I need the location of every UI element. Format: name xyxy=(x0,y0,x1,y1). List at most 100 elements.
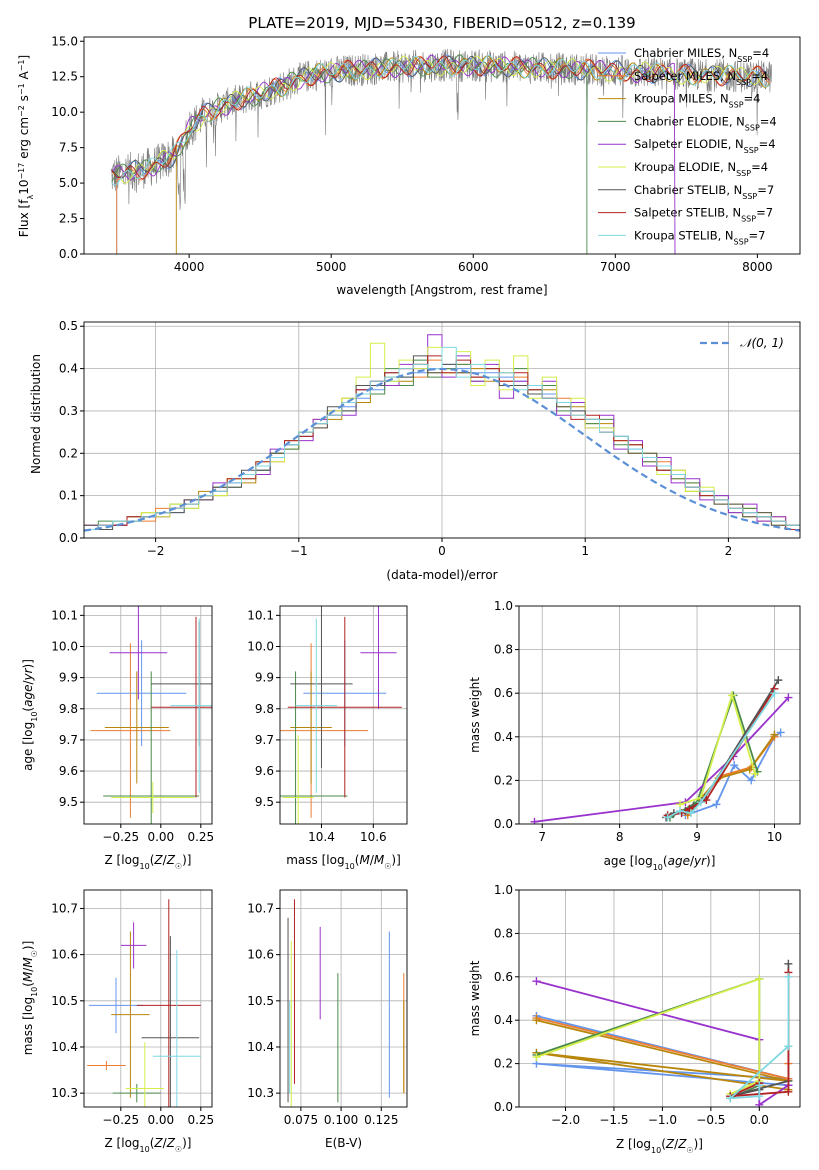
weight-marker xyxy=(784,959,793,968)
panel-xlabel-part: 10 xyxy=(653,863,663,872)
spectrum-ylabel-part: −2 xyxy=(17,105,26,117)
spectrum-ylabel-part: ] xyxy=(17,55,31,60)
weight-marker xyxy=(747,776,756,785)
axes-frame xyxy=(518,605,801,825)
panel-xlabel-part: ( xyxy=(150,1136,155,1150)
y-tick-label: 0.8 xyxy=(494,926,513,940)
y-tick-label: 10.1 xyxy=(247,608,274,622)
x-tick-label: 4000 xyxy=(174,260,205,274)
y-tick-label: 15.0 xyxy=(51,34,78,48)
y-tick-label: 10.5 xyxy=(247,994,274,1008)
error-bar-point xyxy=(287,616,402,798)
legend-entry-label-part: Salpeter ELODIE, N xyxy=(634,137,744,151)
panel-xlabel: age [log10(age/yr)] xyxy=(604,854,716,872)
legend-entry-label-part: Kroupa STELIB, N xyxy=(634,228,734,242)
axes-frame xyxy=(279,889,408,1108)
legend-entry-label-part: SSP xyxy=(744,146,759,155)
legend-entry-label-part: Chabrier ELODIE, N xyxy=(634,114,745,128)
weight-marker xyxy=(532,1053,541,1062)
spectrum-ylabel-part: −1 xyxy=(17,59,26,71)
panel-ylabel: age [log10(age/yr)] xyxy=(21,659,39,771)
weight-line-4 xyxy=(534,696,790,823)
weight-marker xyxy=(755,1100,764,1107)
panel-xlabel-part: age [log xyxy=(604,854,653,868)
panel-mass-vs-EBV: 0.075 0.100 0.125 10.3 10.4 10.5 10.6 10.7 E(B-V… xyxy=(247,889,408,1150)
legend-entry-label-part: Kroupa ELODIE, N xyxy=(634,160,736,174)
panel-xlabel-part: Z xyxy=(677,1137,687,1151)
panel-xlabel-part: )] xyxy=(694,1137,703,1151)
x-tick-label: 8 xyxy=(616,830,624,844)
x-tick-label: 1 xyxy=(581,544,589,558)
x-tick-label: 0 xyxy=(438,544,446,558)
weight-marker xyxy=(751,769,760,778)
weight-line-5 xyxy=(679,692,756,806)
gridlines xyxy=(519,606,800,824)
y-tick-label: 0.6 xyxy=(494,970,513,984)
x-tick-label: 0.100 xyxy=(324,1113,358,1127)
legend-entry-label-part: SSP xyxy=(741,214,756,223)
x-tick-label: 7000 xyxy=(600,260,631,274)
error-bar-point xyxy=(152,950,201,1107)
panel-xlabel-part: M xyxy=(374,853,385,867)
legend-entry-label-part: Chabrier STELIB, N xyxy=(634,183,742,197)
y-tick-label: 0.8 xyxy=(494,643,513,657)
plot-area-mass-vs-Z xyxy=(84,890,212,1107)
panel-ylabel-part: / xyxy=(21,680,35,685)
weight-marker xyxy=(712,800,721,809)
panel-age-vs-Z: −0.25 0.00 0.25 9.5 9.6 9.7 9.8 9.9 10.0 10.1 Z [l… xyxy=(21,605,214,871)
weight-marker xyxy=(755,974,764,983)
legend-entry-label: Salpeter ELODIE, NSSP=4 xyxy=(634,137,776,155)
plot-area-weight-vs-age xyxy=(519,606,800,824)
weight-marker xyxy=(686,809,695,818)
legend-entry-label-part: =4 xyxy=(744,92,761,106)
legend-entry-label-part: =4 xyxy=(751,160,768,174)
error-bar-point xyxy=(111,931,150,1098)
weight-line-0 xyxy=(685,731,782,817)
panel-xlabel-part: age xyxy=(668,854,690,868)
panel-xlabel-part: Z [log xyxy=(105,853,140,867)
y-tick-label: 10.7 xyxy=(247,901,274,915)
legend-entry-label-part: =4 xyxy=(751,69,768,83)
y-tick-label: 10.1 xyxy=(51,608,78,622)
panel-ylabel-part: yr xyxy=(21,667,35,681)
y-tick-label: 9.9 xyxy=(255,671,274,685)
weight-line-6 xyxy=(665,679,780,819)
panel-xlabel-part: ( xyxy=(150,853,155,867)
normal-legend-label: 𝒩(0, 1) xyxy=(740,336,784,350)
weight-marker xyxy=(784,972,793,981)
legend-entry-label-part: SSP xyxy=(736,169,751,178)
weight-marker xyxy=(702,796,711,805)
x-tick-label: −0.5 xyxy=(696,1113,725,1127)
legend-entry-label-part: SSP xyxy=(736,77,751,86)
panel-xlabel-part: ☉ xyxy=(175,1145,182,1154)
y-tick-label: 9.5 xyxy=(59,795,78,809)
error-bar-point xyxy=(282,735,314,824)
legend-entry-label-part: =7 xyxy=(749,228,766,242)
weight-marker xyxy=(755,1092,764,1101)
panel-xlabel-part: yr xyxy=(693,854,707,868)
x-tick-label: 0.25 xyxy=(187,830,214,844)
panel-ylabel-part: M xyxy=(21,971,35,982)
axes-frame xyxy=(83,605,213,825)
weight-marker xyxy=(784,1087,793,1096)
spectrum-xlabel: wavelength [Angstrom, rest frame] xyxy=(336,283,547,297)
error-bar-point xyxy=(280,671,348,824)
panel-xlabel-part: 10 xyxy=(651,1146,661,1155)
spectrum-ylabel-part: −1 xyxy=(17,83,26,95)
panel-ylabel-part: )] xyxy=(21,659,35,668)
panel-xlabel-part: Z xyxy=(153,1136,163,1150)
panel-weight-vs-Z: −2.0 −1.5 −1.0 −0.5 0.0 0.0 0.2 0.4 0.6 0.8 1.0 Z [… xyxy=(468,883,801,1155)
y-tick-label: 10.7 xyxy=(51,901,78,915)
x-tick-label: 2 xyxy=(725,544,733,558)
y-tick-label: 9.8 xyxy=(59,702,78,716)
y-tick-label: 0.0 xyxy=(59,531,78,545)
spectrum-model-line-1 xyxy=(116,55,771,254)
gridlines xyxy=(84,606,212,824)
spectrum-model-line-4 xyxy=(111,54,676,254)
panel-ylabel-part: M xyxy=(21,957,35,968)
plot-area-spectrum xyxy=(110,48,772,254)
y-tick-label: 9.5 xyxy=(255,795,274,809)
